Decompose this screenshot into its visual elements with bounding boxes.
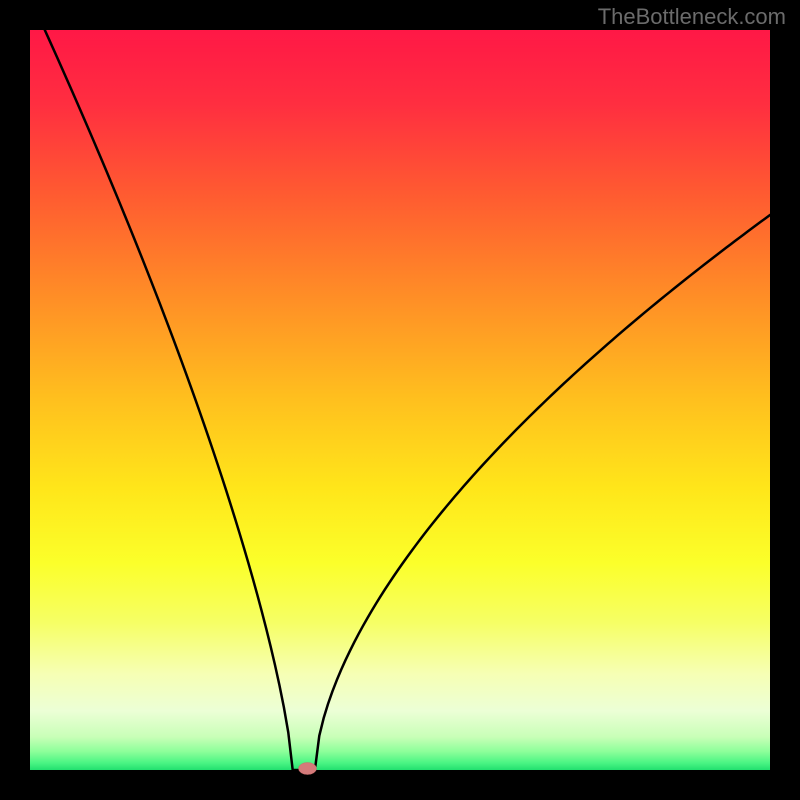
watermark-text: TheBottleneck.com [598,4,786,30]
chart-root: TheBottleneck.com [0,0,800,800]
optimum-marker [299,763,317,775]
bottleneck-curve [45,30,770,770]
plot-area [30,30,770,770]
chart-svg [30,30,770,770]
